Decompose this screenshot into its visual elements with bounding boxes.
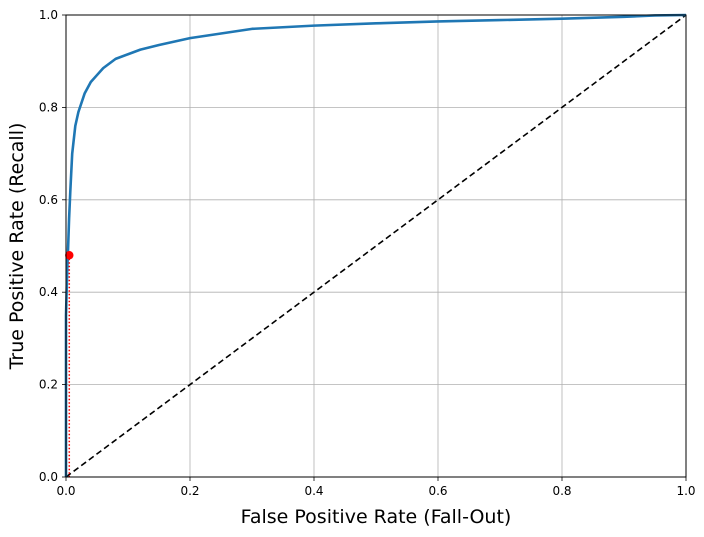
y-tick-label: 1.0 [39, 8, 58, 22]
axes-frame [65, 14, 687, 478]
y-tick-label: 0.0 [39, 470, 58, 484]
y-tick-label: 0.8 [39, 100, 58, 114]
y-axis-ticks: 0.0 0.2 0.4 0.6 0.8 1.0 [39, 8, 66, 484]
x-tick-label: 0.6 [428, 484, 447, 498]
x-tick-label: 0.2 [180, 484, 199, 498]
threshold-point [65, 251, 74, 260]
y-tick-label: 0.4 [39, 285, 58, 299]
y-axis-label: True Positive Rate (Recall) [6, 123, 28, 371]
plot-area [64, 13, 687, 478]
x-tick-label: 0.8 [552, 484, 571, 498]
x-tick-label: 0.4 [304, 484, 323, 498]
y-tick-label: 0.6 [39, 193, 58, 207]
x-axis-label: False Positive Rate (Fall-Out) [241, 506, 512, 528]
x-tick-label: 1.0 [676, 484, 695, 498]
random-classifier-diagonal [65, 14, 687, 478]
y-tick-label: 0.2 [39, 378, 58, 392]
x-axis-ticks: 0.0 0.2 0.4 0.6 0.8 1.0 [56, 477, 696, 498]
roc-curve-line [64, 13, 687, 477]
x-tick-label: 0.0 [56, 484, 75, 498]
